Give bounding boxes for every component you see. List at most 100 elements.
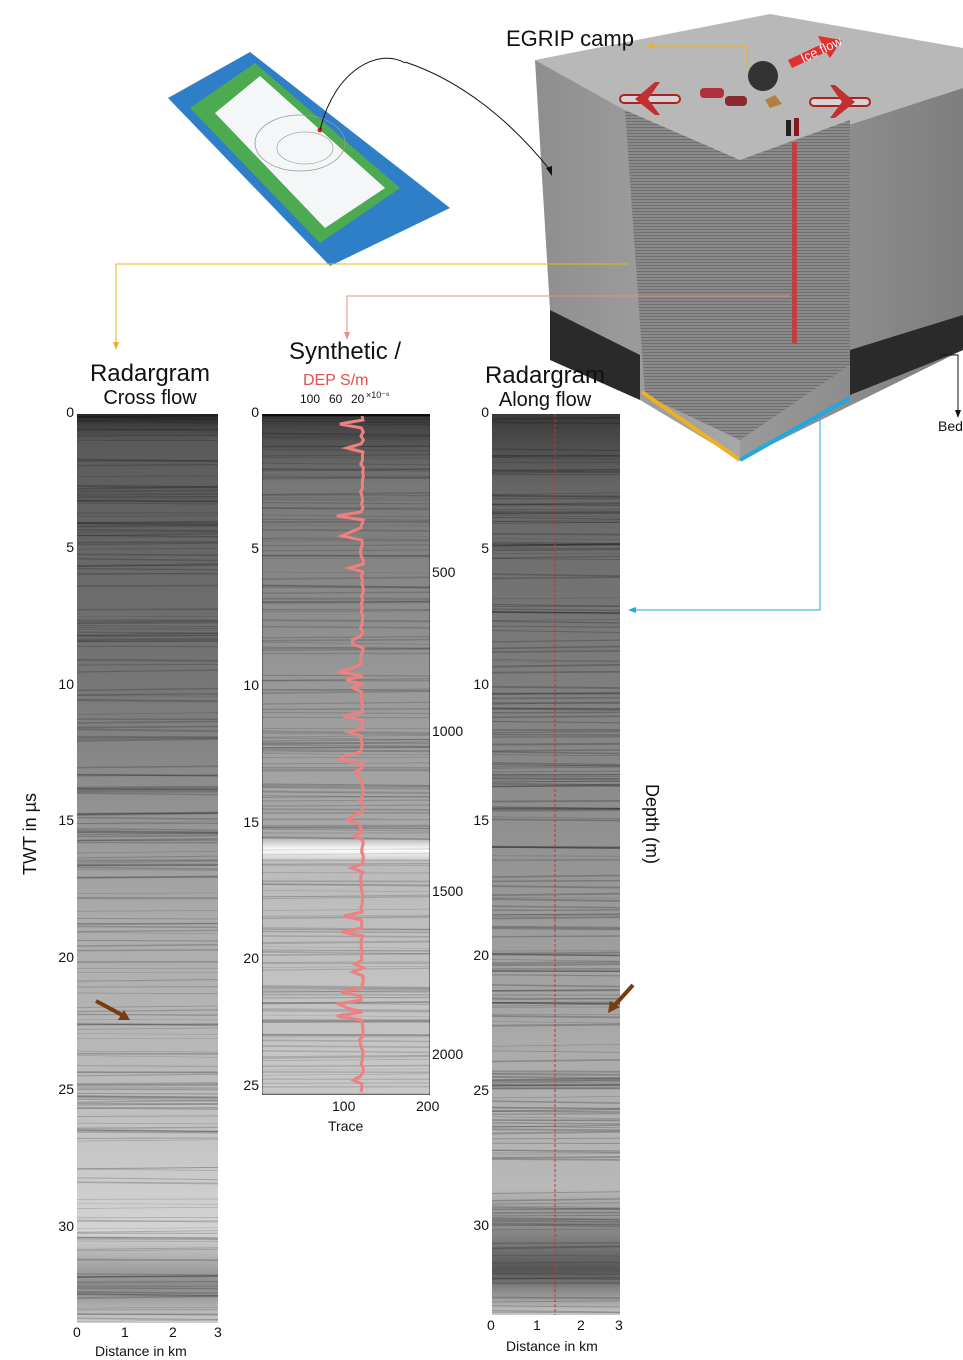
layer-line — [262, 826, 430, 830]
layer-line — [262, 746, 430, 749]
layer-line — [492, 733, 620, 736]
layer-line — [492, 1119, 620, 1122]
left-y-tick: 5 — [66, 539, 74, 555]
layer-line — [77, 1177, 218, 1181]
layer-line — [262, 610, 430, 613]
layer-line — [77, 850, 218, 854]
layer-line — [492, 807, 620, 810]
layer-line — [77, 520, 218, 523]
layer-line — [262, 619, 430, 623]
left-y-tick: 10 — [58, 676, 74, 692]
layer-line — [77, 699, 218, 703]
layer-line — [492, 1078, 620, 1083]
plane-icon-right — [809, 85, 871, 118]
layer-line — [262, 1054, 430, 1058]
layer-line — [77, 428, 218, 431]
layer-line — [492, 1300, 620, 1303]
depth-ticks: 500 1000 1500 2000 — [432, 560, 482, 1080]
layer-line — [492, 471, 620, 474]
layer-line — [492, 555, 620, 559]
layer-line — [77, 773, 218, 777]
middle-y-tick: 20 — [243, 950, 259, 966]
layer-line — [77, 1306, 218, 1309]
layer-line — [492, 762, 620, 766]
layer-line — [262, 537, 430, 541]
greenland-map — [160, 38, 460, 268]
layer-line — [77, 633, 218, 637]
layer-line — [492, 783, 620, 788]
layer-line — [262, 986, 430, 990]
layer-line — [262, 799, 430, 802]
layer-line — [77, 632, 218, 635]
layer-line — [492, 808, 620, 810]
layer-line — [77, 1129, 218, 1132]
layer-line — [492, 1021, 620, 1024]
layer-line — [492, 1058, 620, 1063]
layer-line — [77, 811, 218, 816]
layer-line — [77, 1206, 218, 1209]
layer-line — [262, 950, 430, 952]
layer-line — [77, 1107, 218, 1110]
layer-line — [77, 892, 218, 894]
layer-line — [77, 986, 218, 988]
layer-line — [492, 1050, 620, 1053]
layer-line — [77, 866, 218, 870]
layer-line — [492, 1158, 620, 1161]
layer-line — [77, 1129, 218, 1133]
layer-line — [77, 929, 218, 933]
layer-line — [77, 992, 218, 994]
layer-line — [492, 1080, 620, 1084]
layer-line — [262, 557, 430, 559]
right-brown-arrow — [608, 983, 635, 1013]
layer-line — [492, 749, 620, 752]
layer-line — [77, 787, 218, 791]
layer-line — [262, 674, 430, 677]
left-y-tick: 15 — [58, 812, 74, 828]
layer-line — [492, 1122, 620, 1125]
layer-line — [77, 1122, 218, 1125]
layer-line — [492, 927, 620, 931]
layer-line — [492, 520, 620, 523]
layer-line — [262, 638, 430, 642]
layer-line — [77, 1273, 218, 1276]
layer-line — [492, 711, 620, 714]
layer-line — [77, 620, 218, 623]
layer-line — [262, 952, 430, 956]
right-y-tick: 0 — [481, 404, 489, 420]
layer-line — [492, 548, 620, 552]
layer-line — [77, 419, 218, 422]
layer-line — [262, 457, 430, 459]
left-panel-subtitle: Cross flow — [103, 387, 197, 409]
layer-line — [492, 558, 620, 560]
layer-line — [492, 913, 620, 916]
layer-line — [262, 414, 430, 417]
layer-line — [492, 541, 620, 545]
layer-line — [77, 773, 218, 777]
layer-line — [492, 702, 620, 704]
layer-line — [77, 428, 218, 431]
layer-line — [77, 1139, 218, 1142]
layer-line — [262, 506, 430, 511]
synthetic-trace-plot — [262, 414, 430, 1095]
depth-tick: 2000 — [432, 1046, 464, 1062]
layer-line — [492, 650, 620, 653]
layer-line — [262, 883, 430, 887]
layer-line — [262, 808, 430, 811]
layer-line — [492, 1073, 620, 1077]
layer-line — [492, 625, 620, 628]
layer-line — [77, 1095, 218, 1099]
layer-line — [492, 1096, 620, 1099]
layer-line — [262, 1050, 430, 1054]
layer-line — [492, 984, 620, 988]
middle-y-tick: 15 — [243, 814, 259, 830]
layer-line — [492, 1003, 620, 1007]
middle-y-tick: 10 — [243, 677, 259, 693]
middle-top-tick: 60 — [329, 392, 343, 406]
layer-line — [262, 688, 430, 692]
layer-line — [262, 518, 430, 521]
layer-line — [262, 1019, 430, 1023]
layer-line — [77, 492, 218, 495]
layer-line — [77, 1317, 218, 1321]
borehole — [792, 142, 797, 344]
layer-line — [77, 728, 218, 733]
